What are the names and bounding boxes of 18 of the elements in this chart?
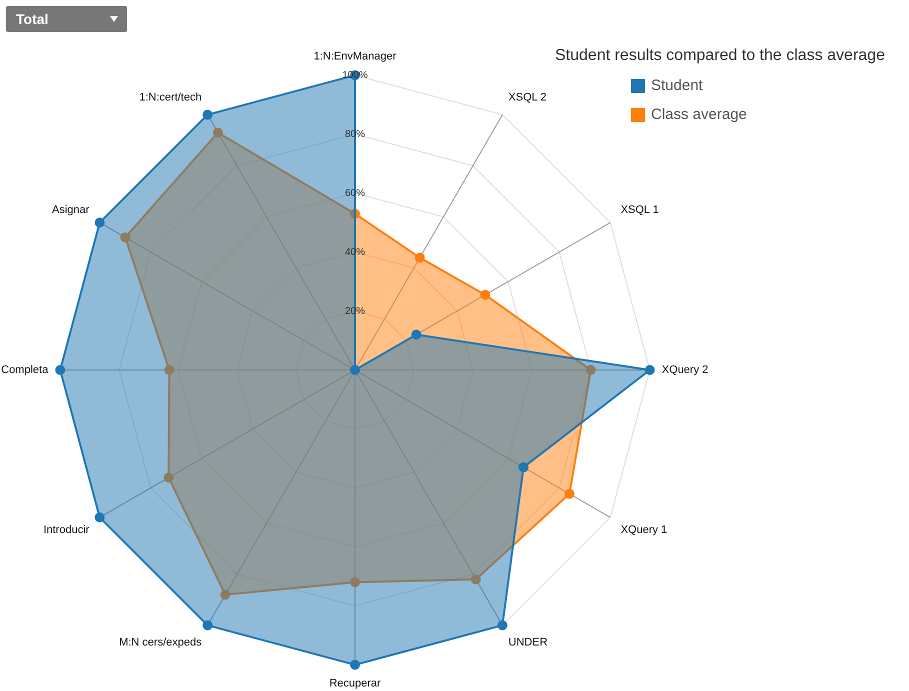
spoke-label: XQuery 1 [620,524,668,536]
spoke-label: XSQL 1 [620,204,659,216]
legend-label: Student [651,77,703,94]
spoke-label: UNDER [508,636,548,648]
spoke-label: Introducir [43,524,90,536]
spoke-label: XSQL 2 [508,92,547,104]
legend-label: Class average [651,106,747,123]
y-tick-label: 40% [344,246,366,258]
spoke-label: XQuery 2 [662,364,708,376]
spoke-label: 1:N:EnvManager [314,50,397,63]
spoke-label: M:N cers/expeds [119,636,202,648]
spoke-label: Completa [1,364,50,376]
dropdown-field: Total [6,6,127,32]
spoke-label: Recuperar [329,677,382,690]
y-tick-label: 20% [344,306,366,317]
legend-title: Student results compared to the class average [555,47,885,65]
spoke-label: 1:N:cert/tech [139,92,202,104]
spoke-label: Asignar [52,204,90,216]
